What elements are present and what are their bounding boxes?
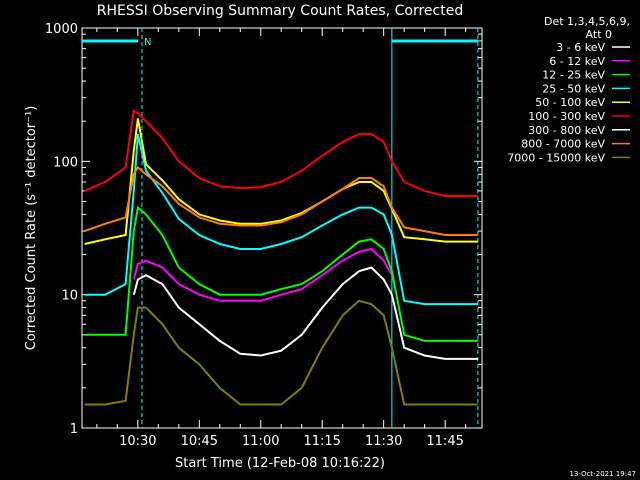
legend-label: 800 - 7000 keV [521, 138, 605, 151]
y-tick-label: 1 [70, 422, 78, 437]
series-line [132, 247, 393, 302]
night-annotations: N [82, 28, 479, 428]
axis-ticks: 10:30 10:45 11:00 11:15 11:30 11:45 1 10 100 1000 [45, 22, 482, 449]
chart-title: RHESSI Observing Summary Count Rates, Co… [97, 3, 463, 19]
legend-header-detectors: Det 1,3,4,5,6,9, [544, 15, 630, 28]
x-tick-label: 11:15 [303, 434, 340, 449]
x-tick-label: 10:30 [119, 434, 156, 449]
legend-label: 6 - 12 keV [549, 55, 605, 68]
series-line [132, 266, 478, 360]
x-axis-label: Start Time (12-Feb-08 10:16:22) [175, 456, 385, 471]
x-tick-label: 11:30 [365, 434, 402, 449]
series-line [84, 108, 478, 197]
plot-frame [81, 27, 483, 429]
legend-label: 25 - 50 keV [542, 82, 605, 95]
series-line [84, 205, 478, 342]
series-line [84, 299, 478, 406]
plot-area [81, 27, 483, 429]
x-tick-label: 11:45 [426, 434, 463, 449]
x-tick-label: 10:45 [181, 434, 218, 449]
legend-label: 50 - 100 keV [535, 96, 605, 109]
legend-header-attenuator: Att 0 [586, 28, 612, 41]
y-axis-label: Corrected Count Rate (s⁻¹ detector⁻¹) [24, 106, 39, 351]
series-line [84, 118, 478, 245]
series-line [84, 133, 478, 306]
night-marker-label: N [144, 37, 151, 48]
y-tick-label: 1000 [45, 22, 78, 37]
legend-label: 12 - 25 keV [542, 69, 605, 82]
x-tick-label: 11:00 [242, 434, 279, 449]
legend-label: 7000 - 15000 keV [507, 151, 605, 164]
legend-label: 3 - 6 keV [556, 41, 605, 54]
series-lines [84, 108, 478, 406]
legend-label: 300 - 800 keV [528, 124, 605, 137]
y-tick-label: 10 [61, 289, 78, 304]
series-line [84, 165, 478, 236]
footer-timestamp: 13-Oct-2021 19:47 [570, 470, 636, 478]
y-tick-label: 100 [53, 155, 78, 170]
legend-label: 100 - 300 keV [528, 110, 605, 123]
